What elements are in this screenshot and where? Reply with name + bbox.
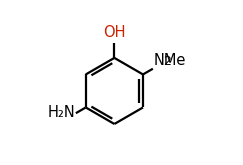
- Text: NMe: NMe: [154, 53, 186, 68]
- Text: H₂N: H₂N: [47, 105, 75, 120]
- Text: OH: OH: [103, 25, 126, 40]
- Text: 2: 2: [163, 55, 171, 68]
